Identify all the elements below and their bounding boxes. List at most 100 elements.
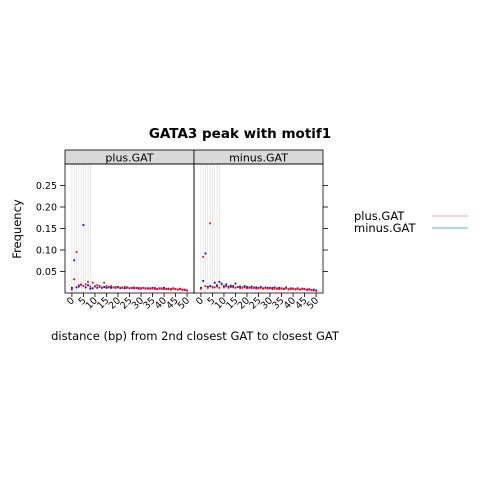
x-tick-label: 0 — [194, 295, 206, 307]
data-point — [229, 284, 232, 287]
data-point — [137, 286, 140, 289]
data-point — [227, 286, 230, 289]
panel-strip-label: plus.GAT — [105, 152, 153, 165]
series — [200, 222, 317, 292]
data-point — [241, 286, 244, 289]
data-point — [229, 286, 232, 288]
data-point — [135, 287, 138, 290]
data-point — [232, 285, 235, 288]
panels: plus.GAT minus.GAT — [64, 149, 324, 294]
data-point — [121, 286, 124, 289]
data-point — [170, 288, 172, 291]
x-tick-label: 0 — [65, 295, 77, 307]
series — [71, 251, 188, 292]
data-point — [110, 285, 112, 288]
data-point — [200, 287, 202, 290]
data-point — [239, 285, 241, 288]
data-point — [294, 288, 297, 291]
data-point — [266, 287, 269, 290]
data-point — [209, 222, 212, 225]
y-tick-label: 0.15 — [36, 224, 57, 235]
data-point — [259, 286, 262, 289]
data-point — [133, 286, 136, 289]
data-point — [273, 286, 276, 289]
data-point — [301, 288, 304, 291]
data-point — [273, 287, 276, 290]
data-point — [105, 285, 108, 288]
data-point — [84, 286, 87, 289]
panel-0: plus.GAT — [64, 149, 195, 294]
data-point — [250, 285, 253, 288]
data-point — [285, 287, 288, 290]
data-point — [276, 287, 278, 290]
panel-1: minus.GAT — [193, 149, 324, 294]
x-tick-label: 50 — [176, 295, 192, 311]
data-point — [123, 286, 126, 288]
data-point — [100, 286, 103, 289]
data-point — [216, 284, 218, 287]
data-point — [264, 287, 267, 290]
data-point — [130, 286, 133, 289]
data-point — [147, 287, 149, 290]
y-tick-label: 0.05 — [36, 267, 57, 278]
data-point — [252, 286, 255, 289]
data-point — [87, 284, 89, 287]
data-point — [299, 288, 301, 291]
data-point — [112, 286, 115, 289]
data-point — [257, 287, 260, 290]
data-point — [91, 281, 94, 284]
data-point — [262, 287, 265, 290]
data-point — [296, 288, 299, 291]
y-tick-label: 0.10 — [36, 246, 57, 257]
data-point — [163, 286, 165, 289]
data-point — [123, 287, 126, 290]
data-point — [234, 282, 237, 285]
data-point — [305, 289, 308, 291]
data-point — [89, 287, 92, 290]
data-point — [96, 286, 99, 289]
x-axis-label: distance (bp) from 2nd closest GAT to cl… — [51, 329, 340, 343]
data-point — [239, 287, 241, 290]
series — [200, 252, 317, 292]
data-point — [117, 286, 119, 289]
data-point — [213, 286, 216, 289]
data-point — [114, 286, 117, 288]
data-point — [202, 280, 205, 282]
data-point — [103, 281, 106, 284]
data-point — [271, 288, 274, 291]
data-point — [174, 288, 177, 291]
data-point — [128, 287, 131, 290]
data-point — [225, 283, 228, 286]
data-point — [89, 285, 92, 288]
panel-frame — [193, 163, 324, 294]
data-point — [119, 286, 122, 289]
data-point — [220, 283, 223, 286]
data-point — [227, 285, 230, 288]
data-point — [105, 286, 108, 289]
data-point — [91, 287, 94, 290]
data-point — [310, 289, 313, 291]
data-point — [213, 281, 216, 284]
data-point — [140, 287, 142, 290]
data-point — [271, 286, 274, 289]
data-point — [218, 280, 221, 283]
data-point — [312, 289, 315, 292]
data-point — [211, 286, 214, 288]
data-point — [216, 285, 218, 288]
data-point — [234, 286, 237, 289]
data-point — [186, 289, 188, 292]
data-point — [223, 286, 225, 289]
x-tick-label: 50 — [305, 295, 321, 311]
data-point — [94, 285, 96, 288]
data-point — [218, 286, 221, 289]
data-point — [278, 286, 281, 289]
data-point — [308, 288, 311, 291]
data-point — [96, 284, 99, 287]
data-point — [282, 288, 285, 291]
data-point — [204, 252, 207, 255]
data-point — [315, 289, 317, 292]
data-point — [243, 285, 246, 288]
data-point — [151, 287, 154, 290]
